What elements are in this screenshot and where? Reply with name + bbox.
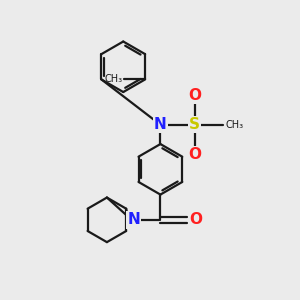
Text: CH₃: CH₃	[105, 74, 123, 84]
Text: N: N	[154, 117, 167, 132]
Text: S: S	[189, 117, 200, 132]
Text: N: N	[127, 212, 140, 227]
Text: O: O	[188, 147, 201, 162]
Text: O: O	[188, 88, 201, 103]
Text: O: O	[189, 212, 202, 227]
Text: CH₃: CH₃	[226, 120, 244, 130]
